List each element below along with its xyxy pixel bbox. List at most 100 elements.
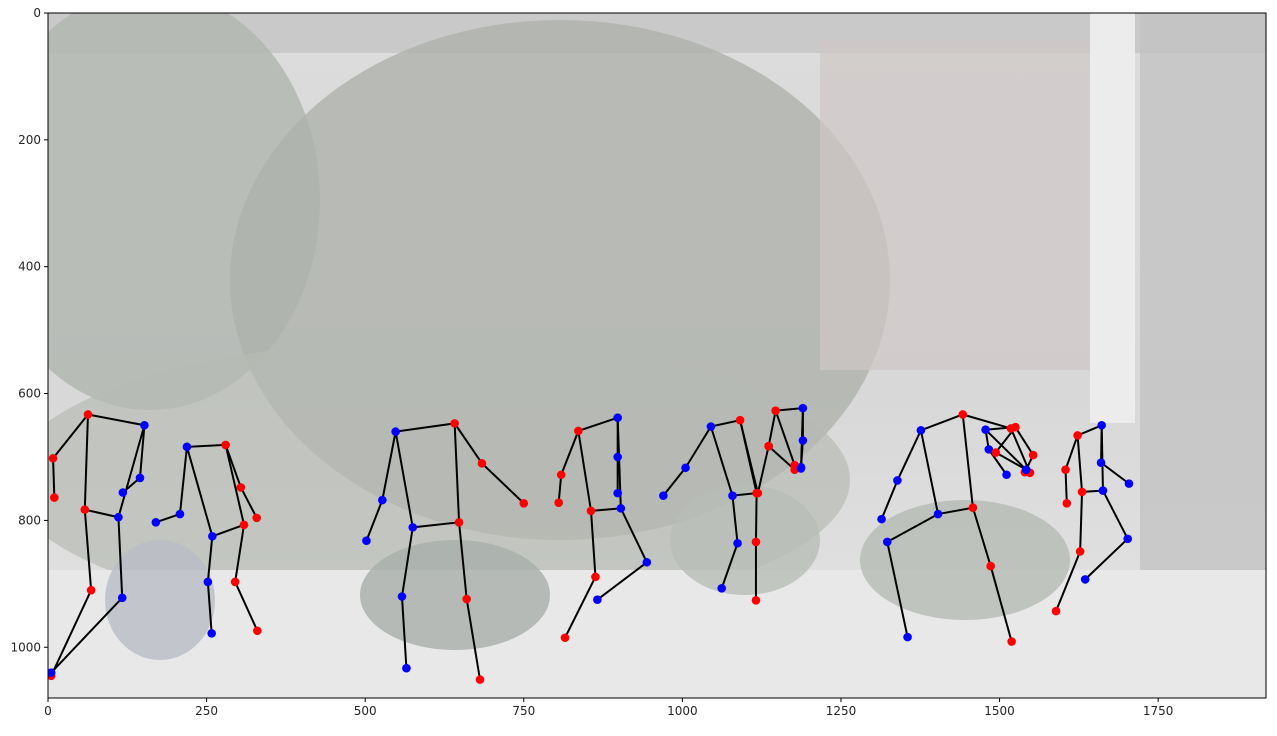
skeleton-7-joint-r-hip bbox=[968, 503, 978, 513]
skeleton-1-bone bbox=[86, 413, 146, 427]
skeleton-4-bone bbox=[564, 575, 597, 639]
skeleton-4-bone bbox=[560, 429, 580, 476]
skeleton-bones bbox=[50, 407, 1130, 681]
skeleton-8-joint-r-hip bbox=[991, 448, 1001, 457]
skeleton-2-bone bbox=[234, 523, 246, 583]
y-tick-label: 200 bbox=[18, 133, 41, 147]
skeleton-7-joint-r-an bbox=[1007, 637, 1016, 646]
skeleton-6-joint-l-hip bbox=[796, 464, 806, 473]
y-axis: 0 200 400 600 800 1000 bbox=[10, 6, 48, 654]
skeleton-4-joint-l-sh bbox=[613, 413, 622, 422]
skeleton-2-bone bbox=[206, 535, 214, 583]
skeleton-7-bone bbox=[989, 565, 1013, 643]
skeleton-5-joint-l-kn bbox=[733, 538, 742, 548]
skeleton-7-joint-l-wr bbox=[877, 514, 886, 524]
skeleton-5-joint-r-sh bbox=[735, 415, 745, 425]
skeleton-1-joint-l-an bbox=[48, 668, 56, 677]
skeleton-9-bone bbox=[1076, 434, 1084, 493]
skeleton-2-bone bbox=[185, 445, 214, 538]
skeleton-9-joint-r-kn bbox=[1075, 547, 1085, 556]
skeleton-7-bone bbox=[919, 413, 964, 432]
skeleton-3-joint-r-hip bbox=[454, 518, 464, 527]
skeleton-2-joint-l-an bbox=[207, 629, 216, 638]
skeleton-4-joint-r-an bbox=[560, 633, 570, 643]
skeleton-4-joint-r-sh bbox=[574, 426, 583, 436]
x-tick-label: 1250 bbox=[826, 704, 857, 718]
skeleton-7-bone bbox=[971, 506, 992, 568]
skeleton-7-bone bbox=[880, 479, 899, 521]
skeleton-8-bone bbox=[994, 451, 1028, 471]
skeleton-8-bone bbox=[1014, 426, 1035, 457]
skeleton-1-bone bbox=[52, 457, 56, 499]
skeleton-7-joint-l-kn bbox=[882, 537, 892, 547]
skeleton-3-joint-l-kn bbox=[397, 592, 407, 601]
skeleton-5-joint-l-sh bbox=[706, 422, 716, 431]
skeleton-9-bone bbox=[1064, 468, 1068, 505]
skeleton-1-joint-l-hip bbox=[114, 512, 123, 522]
skeleton-3-bone bbox=[458, 521, 468, 601]
skeleton-3-bone bbox=[400, 595, 408, 670]
skeleton-6-joint-l-sh bbox=[798, 403, 808, 413]
skeleton-8-bone bbox=[984, 428, 1028, 471]
skeleton-3-bone bbox=[365, 499, 384, 542]
skeleton-7-bone bbox=[896, 429, 922, 482]
skeleton-5-joint-l-an bbox=[717, 583, 727, 593]
skeleton-3-joint-r-kn bbox=[462, 594, 471, 604]
skeleton-7-bone bbox=[919, 429, 940, 516]
skeleton-1-bone bbox=[52, 413, 89, 460]
skeleton-5-joint-r-hip bbox=[752, 488, 761, 498]
skeleton-5-joint-r-an bbox=[751, 596, 761, 605]
skeleton-1-joint-r-el bbox=[48, 453, 58, 463]
skeleton-8-joint-l-hip bbox=[1021, 465, 1031, 474]
skeleton-1-bone bbox=[50, 596, 124, 674]
skeleton-2-joint-l-wr bbox=[151, 518, 161, 527]
x-tick-label: 1750 bbox=[1143, 704, 1174, 718]
skeleton-4-bone bbox=[619, 507, 648, 564]
skeleton-6-joint-r-el bbox=[764, 441, 773, 451]
skeleton-5-bone bbox=[739, 419, 758, 495]
skeleton-3-joint-l-hip bbox=[408, 523, 418, 532]
skeleton-2-joint-r-hip bbox=[239, 520, 249, 530]
skeleton-4-joint-l-hip bbox=[616, 504, 626, 513]
skeleton-8-joint-l-wr bbox=[1002, 470, 1011, 480]
skeleton-4-joint-r-kn bbox=[591, 572, 600, 582]
skeleton-1-joint-l-kn bbox=[117, 593, 127, 603]
skeleton-2-joint-l-el bbox=[175, 509, 185, 519]
skeleton-3-bone bbox=[465, 598, 482, 681]
skeleton-7-bone bbox=[961, 413, 1012, 430]
x-tick-label: 1000 bbox=[667, 704, 698, 718]
skeleton-5-bone bbox=[720, 542, 739, 590]
skeleton-5-joint-r-kn bbox=[751, 537, 761, 547]
skeleton-4-bone bbox=[590, 509, 597, 578]
skeleton-3-joint-r-el bbox=[477, 459, 487, 468]
skeleton-5-bone bbox=[731, 494, 739, 545]
y-tick-label: 400 bbox=[18, 260, 41, 274]
skeleton-1-joint-r-wr bbox=[50, 493, 59, 502]
skeleton-7-bone bbox=[961, 413, 974, 509]
skeleton-3-bone bbox=[400, 526, 414, 598]
skeleton-4-bone bbox=[577, 416, 619, 432]
skeleton-9-joint-r-sh bbox=[1073, 431, 1082, 440]
skeleton-3-joint-l-sh bbox=[391, 427, 400, 436]
skeleton-2-bone bbox=[206, 580, 213, 635]
skeleton-2-joint-l-hip bbox=[208, 531, 217, 541]
skeleton-1-joint-l-sh bbox=[140, 420, 149, 430]
skeleton-1-bone bbox=[117, 424, 146, 519]
skeleton-3-joint-l-an bbox=[402, 663, 411, 673]
skeleton-2-bone bbox=[224, 443, 246, 526]
skeleton-1-joint-l-el bbox=[135, 473, 145, 483]
skeleton-4-joint-l-an bbox=[593, 595, 602, 604]
skeleton-2-bone bbox=[234, 580, 259, 632]
skeleton-3-joint-l-el bbox=[378, 495, 387, 505]
skeleton-7-joint-l-el bbox=[893, 476, 902, 485]
skeleton-5-bone bbox=[754, 492, 758, 543]
skeleton-joints bbox=[48, 403, 1134, 684]
skeleton-9-joint-l-wr bbox=[1124, 479, 1134, 488]
skeleton-9-joint-l-hip bbox=[1098, 486, 1108, 495]
skeleton-4-joint-l-kn bbox=[642, 557, 652, 567]
skeleton-6-bone bbox=[774, 409, 796, 467]
axes-frame bbox=[47, 12, 1267, 699]
skeleton-9-bone bbox=[1076, 424, 1103, 437]
skeleton-9-joint-l-kn bbox=[1123, 534, 1133, 544]
